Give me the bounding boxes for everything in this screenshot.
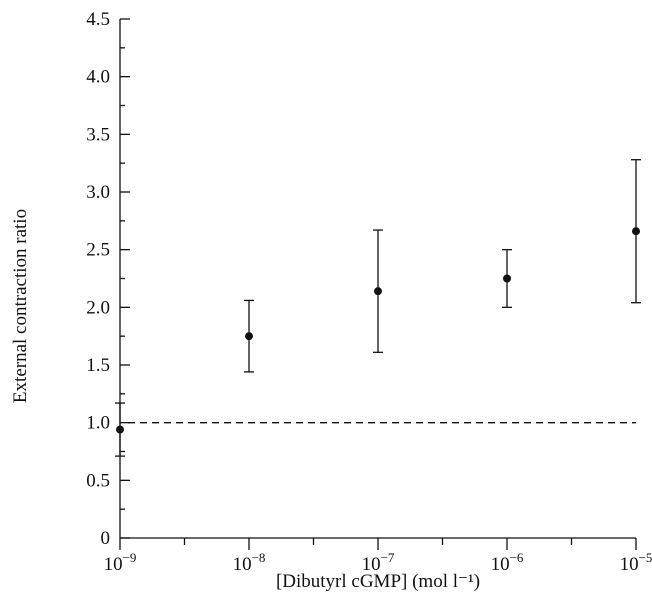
y-axis: 0 0.5 1.0 1.5 2.0 2.5 3.0 3.5 4.0 4.5	[86, 9, 130, 549]
x-axis-title: [Dibutyrl cGMP] (mol l⁻¹)	[276, 571, 480, 592]
y-tick-label: 2.0	[86, 297, 110, 318]
y-tick-label: 2.5	[86, 240, 110, 261]
y-tick-label: 0.5	[86, 470, 110, 491]
data-point	[116, 425, 124, 434]
data-point-group	[373, 229, 383, 353]
data-point	[503, 274, 511, 283]
data-points	[115, 159, 641, 457]
data-point	[632, 227, 640, 236]
y-tick-label: 3.0	[86, 182, 110, 203]
x-axis: 10−9 10−8 10−7 10−6 10−5	[104, 537, 652, 575]
x-tick-label: 10−9	[104, 550, 137, 575]
data-point	[374, 287, 382, 296]
y-tick-label: 4.0	[86, 67, 110, 88]
y-tick-label: 3.5	[86, 124, 110, 145]
y-axis-title: External contraction ratio	[10, 209, 31, 403]
data-point-group	[502, 249, 512, 308]
data-point-group	[631, 159, 641, 304]
y-tick-label: 1.5	[86, 355, 110, 376]
y-tick-label: 4.5	[86, 9, 110, 30]
x-tick-label: 10−8	[233, 550, 266, 575]
x-tick-label: 10−5	[620, 550, 652, 575]
y-tick-label: 0	[101, 528, 111, 549]
data-point-group	[115, 402, 125, 457]
y-tick-label: 1.0	[86, 413, 110, 434]
data-point-group	[244, 299, 254, 373]
data-point	[245, 332, 253, 341]
x-tick-label: 10−7	[362, 550, 395, 575]
x-tick-label: 10−6	[491, 550, 524, 575]
